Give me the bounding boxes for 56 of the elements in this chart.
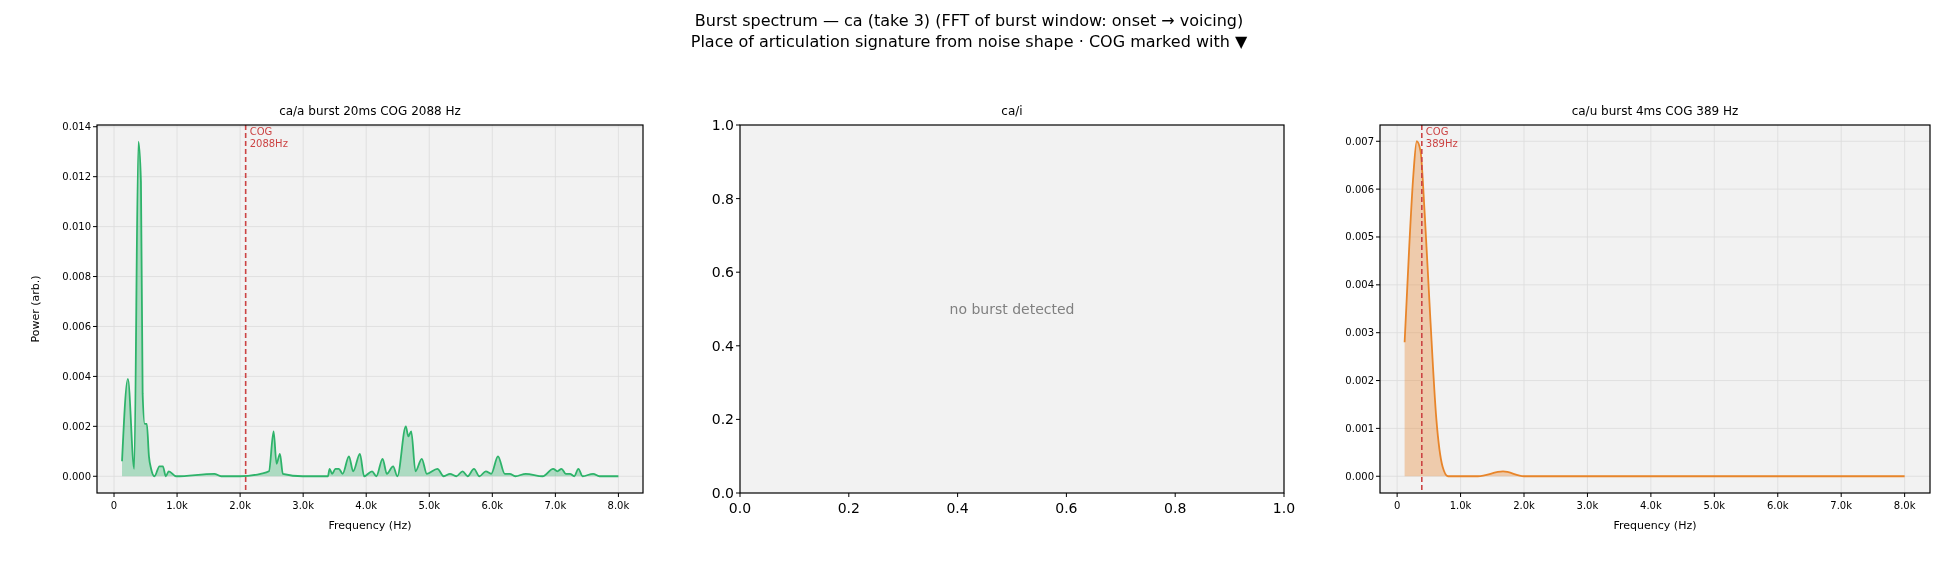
x-tick-label: 0.6	[1055, 500, 1078, 516]
x-tick-label: 6.0k	[1766, 500, 1789, 511]
x-tick-label: 3.0k	[292, 500, 315, 511]
y-tick-label: 0.2	[711, 411, 734, 428]
y-tick-label: 0.008	[62, 271, 91, 283]
y-tick-label: 0.007	[1345, 135, 1374, 147]
x-tick-label: 0	[1393, 500, 1401, 511]
chart-title: ca/i	[1001, 104, 1023, 118]
y-tick-label: 0.000	[1345, 470, 1374, 482]
x-tick-label: 5.0k	[1703, 500, 1726, 511]
y-tick-label: 0.005	[1345, 231, 1374, 243]
x-tick-label: 8.0k	[607, 500, 630, 511]
y-tick-label: 0.002	[62, 420, 91, 432]
y-tick-label: 0.000	[62, 470, 91, 482]
y-tick-label: 0.4	[711, 337, 735, 354]
y-tick-label: 0.012	[62, 171, 91, 183]
x-tick-label: 2.0k	[1513, 500, 1536, 511]
y-tick-label: 0.8	[711, 190, 734, 207]
x-tick-label: 5.0k	[418, 500, 441, 511]
y-tick-label: 0.006	[1345, 183, 1374, 195]
y-tick-label: 0.004	[62, 370, 91, 382]
chart-title: ca/a burst 20ms COG 2088 Hz	[279, 104, 461, 118]
x-tick-label: 0	[110, 500, 118, 511]
x-axis-title: Frequency (Hz)	[328, 519, 412, 532]
x-tick-label: 8.0k	[1893, 500, 1916, 511]
text: Place of articulation signature from noise shape · COG marked with ▼	[690, 32, 1248, 51]
x-tick-label: 4.0k	[355, 500, 378, 511]
x-tick-label: 0.8	[1164, 500, 1187, 516]
x-tick-label: 1.0	[1272, 500, 1296, 516]
x-tick-label: 7.0k	[544, 500, 567, 511]
x-tick-label: 1.0k	[1449, 500, 1472, 511]
y-tick-label: 0.006	[62, 320, 91, 332]
x-tick-label: 2.0k	[229, 500, 252, 511]
x-axis-title: Frequency (Hz)	[1613, 519, 1697, 532]
ref-line-label: COG 2088Hz	[249, 126, 288, 149]
y-tick-label: 0.001	[1345, 422, 1374, 434]
x-tick-label: 0.0	[728, 500, 752, 516]
y-tick-label: 0.010	[62, 221, 91, 233]
x-tick-label: 6.0k	[481, 500, 504, 511]
x-tick-label: 7.0k	[1830, 500, 1853, 511]
text: Burst spectrum — ca (take 3) (FFT of burst window: onset → voicing)	[694, 11, 1244, 30]
x-tick-label: 4.0k	[1640, 500, 1662, 511]
x-tick-label: 0.2	[837, 500, 860, 516]
ref-line-label: COG 389Hz	[1425, 126, 1458, 149]
y-tick-label: 0.002	[1345, 375, 1374, 387]
y-tick-label: 0.004	[1345, 279, 1374, 291]
x-tick-label: 1.0k	[166, 500, 189, 511]
x-tick-label: 3.0k	[1576, 500, 1599, 511]
annotation: no burst detected	[949, 301, 1075, 317]
x-tick-label: 0.4	[946, 500, 969, 516]
chart-title: ca/u burst 4ms COG 389 Hz	[1571, 104, 1739, 118]
y-tick-label: 0.014	[62, 121, 91, 133]
y-axis-title: Power (arb.)	[29, 275, 42, 343]
y-tick-label: 0.003	[1345, 327, 1374, 339]
y-tick-label: 0.6	[711, 264, 735, 281]
y-tick-label: 1.0	[711, 116, 734, 133]
